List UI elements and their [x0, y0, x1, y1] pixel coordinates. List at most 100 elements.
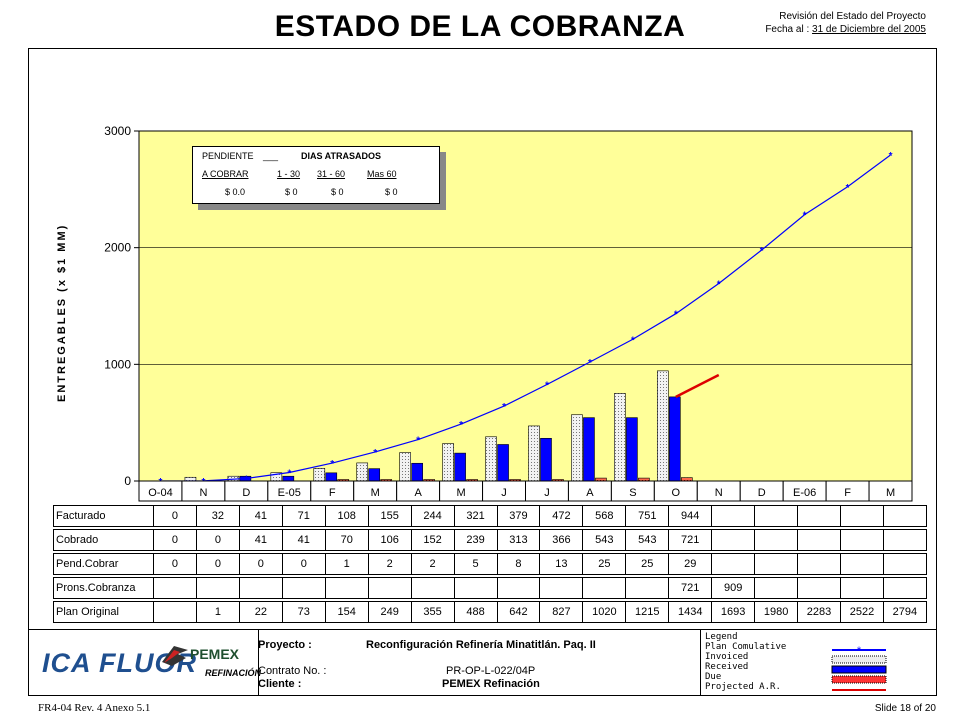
table-row: Cobrado 0 0 41 41 70 106 152 239 313 366 543 543 721 [53, 529, 927, 551]
project-value: Reconfiguración Refinería Minatitlán. Pa… [366, 639, 596, 651]
footer-frame [28, 630, 937, 696]
table-cell: 1693 [711, 601, 756, 623]
plan-marker: * [502, 402, 506, 413]
date-value: 31 de Diciembre del 2005 [812, 24, 926, 35]
table-cell: 22 [238, 601, 283, 623]
table-cell: 472 [539, 505, 584, 527]
table-cell: 41 [281, 529, 326, 551]
x-tick-label: M [456, 487, 465, 499]
table-cell [882, 505, 927, 527]
bar-invoiced [313, 468, 326, 482]
table-cell: 0 [281, 553, 326, 575]
table-cell: 5 [453, 553, 498, 575]
pemex-logo: PEMEX [190, 646, 240, 662]
table-cell: 321 [453, 505, 498, 527]
pending-label-3: Mas 60 [367, 169, 397, 179]
bar-invoiced [657, 370, 669, 482]
table-cell: 2522 [840, 601, 884, 623]
x-tick-label: M [886, 487, 895, 499]
table-cell: 1 [324, 553, 369, 575]
table-cell: 108 [324, 505, 369, 527]
x-tick-label: O [672, 487, 681, 499]
table-cell [410, 577, 455, 599]
legend-swatch-plan-marker: * [857, 645, 862, 657]
pending-header: PENDIENTE [202, 151, 254, 161]
table-cell: 25 [625, 553, 670, 575]
bar-received [454, 452, 466, 482]
contract-value: PR-OP-L-022/04P [446, 665, 536, 677]
slide-number: Slide 18 of 20 [874, 703, 936, 714]
pemex-eagle-icon [162, 646, 188, 666]
table-cell [153, 601, 197, 623]
bar-invoiced [442, 443, 454, 482]
bar-received [411, 462, 423, 482]
table-cell: 2 [367, 553, 412, 575]
legend-swatches: * [831, 645, 887, 691]
table-cell [797, 577, 841, 599]
legend-item-plan: Plan Comulative [705, 642, 787, 652]
x-tick-label: F [329, 487, 336, 499]
table-cell [453, 577, 498, 599]
table-cell [625, 577, 670, 599]
table-cell: 543 [625, 529, 670, 551]
plan-marker: * [803, 211, 807, 222]
table-cell: 313 [496, 529, 541, 551]
table-cell [840, 505, 884, 527]
table-cell: 2 [410, 553, 455, 575]
table-cell: 642 [496, 601, 541, 623]
table-cell [754, 553, 799, 575]
x-tick-label: N [715, 487, 723, 499]
bar-invoiced [356, 462, 369, 482]
x-categories: O-04 N D E-05 F M A M J J A S O N D E-06 F M [138, 480, 913, 502]
table-row: Prons.Cobranza 721 909 [53, 577, 927, 599]
header-info: Revisión del Estado del Proyecto Fecha a… [765, 10, 926, 36]
table-cell: 568 [582, 505, 627, 527]
bar-received [325, 472, 338, 482]
plan-marker: * [330, 459, 334, 470]
project-label: Proyecto : [258, 639, 312, 651]
bar-received [497, 444, 509, 482]
table-cell [324, 577, 369, 599]
x-tick-label: O-04 [148, 487, 172, 499]
table-cell: 1980 [754, 601, 799, 623]
table-cell [496, 577, 541, 599]
table-cell [711, 553, 756, 575]
table-cell [882, 553, 927, 575]
plan-marker: * [545, 381, 549, 392]
plan-marker: * [588, 358, 592, 369]
table-cell: 909 [711, 577, 756, 599]
table-cell: 25 [582, 553, 627, 575]
x-tick-label: J [501, 487, 507, 499]
x-tick-label: E-06 [793, 487, 816, 499]
bar-invoiced [571, 414, 583, 482]
plan-marker: * [373, 448, 377, 459]
plan-marker: * [459, 420, 463, 431]
bar-invoiced [528, 425, 540, 482]
y-tick-label: 3000 [104, 124, 131, 138]
table-cell: 2794 [882, 601, 927, 623]
table-cell: 13 [539, 553, 584, 575]
table-cell: 0 [195, 553, 240, 575]
plan-marker: * [244, 474, 248, 485]
line-projected-a-r- [675, 373, 720, 398]
table-cell [539, 577, 584, 599]
date-label: Fecha al : [765, 24, 810, 35]
plan-marker: * [846, 183, 850, 194]
table-cell [754, 529, 799, 551]
bar-received [626, 417, 638, 482]
legend: Legend Plan Comulative Invoiced Received… [705, 632, 786, 692]
table-cell: 379 [496, 505, 541, 527]
table-cell: 0 [238, 553, 283, 575]
bar-due [681, 477, 693, 482]
table-cell [840, 553, 884, 575]
row-label: Prons.Cobranza [53, 577, 154, 599]
row-label: Cobrado [53, 529, 154, 551]
legend-item-received: Received [705, 662, 749, 672]
table-cell: 1215 [625, 601, 670, 623]
table-cell [797, 505, 841, 527]
table-cell: 1434 [668, 601, 713, 623]
y-tick-label: 0 [124, 474, 131, 488]
x-tick-label: N [199, 487, 207, 499]
x-tick-label: D [758, 487, 766, 499]
table-cell: 8 [496, 553, 541, 575]
